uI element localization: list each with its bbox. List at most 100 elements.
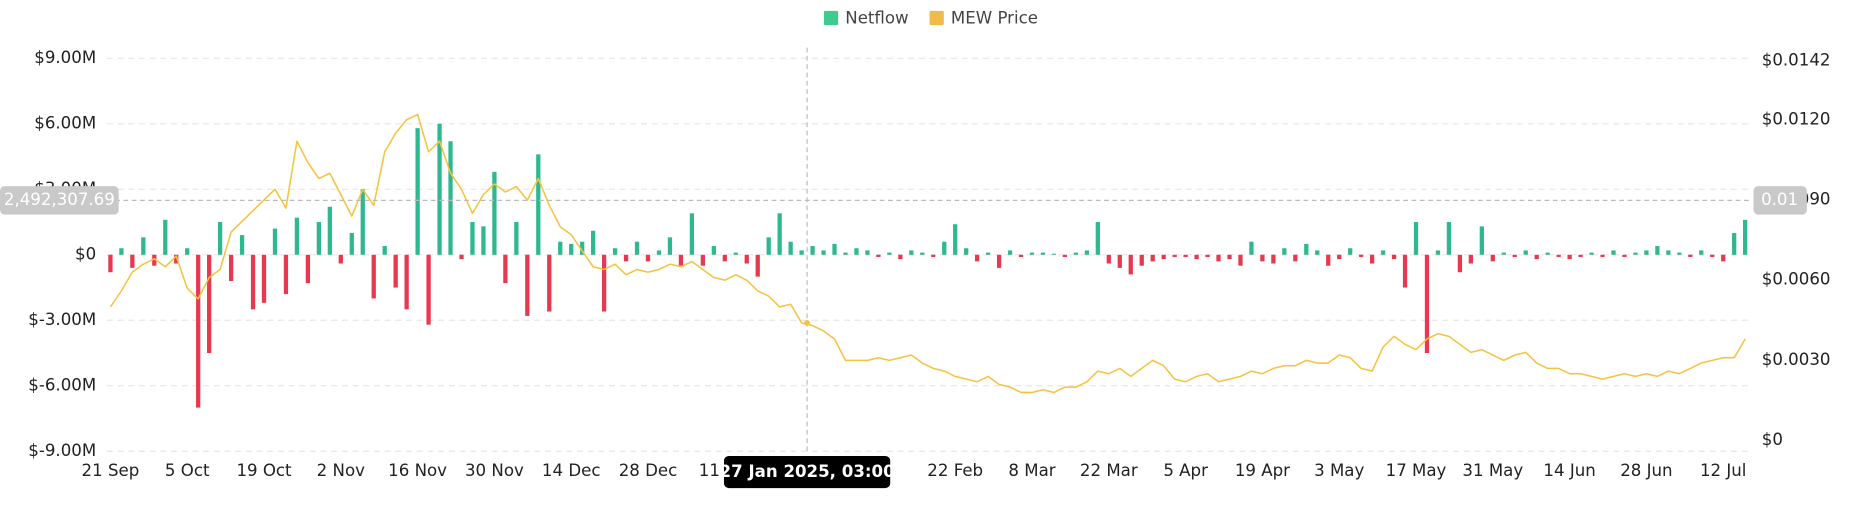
bar bbox=[1161, 254, 1166, 260]
bar bbox=[558, 241, 563, 255]
bar bbox=[1369, 254, 1375, 264]
bar bbox=[250, 254, 256, 310]
bar bbox=[1501, 252, 1506, 255]
crosshair-x-label: 27 Jan 2025, 03:00 bbox=[720, 462, 895, 481]
bar bbox=[426, 254, 431, 325]
bar bbox=[799, 250, 804, 255]
bar bbox=[217, 222, 223, 255]
bar bbox=[733, 252, 738, 255]
bar bbox=[1534, 254, 1539, 260]
bar bbox=[942, 241, 947, 255]
bar bbox=[876, 254, 881, 257]
legend-swatch bbox=[823, 10, 839, 26]
x-tick-label: 5 Apr bbox=[1163, 461, 1208, 480]
x-tick-label: 31 May bbox=[1462, 461, 1523, 480]
crosshair-y2-box bbox=[1753, 186, 1807, 215]
bar bbox=[547, 254, 552, 312]
y2-tick-label: $0.0060 bbox=[1762, 270, 1831, 289]
bar bbox=[119, 248, 124, 255]
bar bbox=[854, 248, 859, 255]
bar bbox=[1611, 250, 1616, 255]
bar bbox=[755, 254, 760, 277]
y-tick-label: $6.00M bbox=[34, 113, 96, 132]
bar bbox=[953, 224, 958, 255]
legend-label: MEW Price bbox=[951, 9, 1038, 28]
x-tick-label: 8 Mar bbox=[1008, 461, 1055, 480]
bar bbox=[985, 252, 991, 255]
x-tick-label: 5 Oct bbox=[165, 461, 210, 480]
bar bbox=[569, 243, 574, 255]
bar bbox=[1128, 254, 1133, 275]
bar bbox=[470, 222, 475, 255]
bar bbox=[601, 254, 607, 312]
bar bbox=[810, 246, 815, 255]
bar bbox=[1172, 254, 1177, 257]
price-line bbox=[109, 113, 1746, 394]
bar bbox=[349, 232, 354, 255]
bar bbox=[404, 254, 409, 310]
bar bbox=[305, 254, 311, 284]
bar bbox=[1413, 222, 1419, 255]
bar bbox=[1007, 250, 1013, 255]
bar bbox=[459, 254, 464, 260]
bar bbox=[1732, 232, 1737, 255]
legend-label: Netflow bbox=[845, 9, 908, 28]
bar bbox=[448, 141, 453, 255]
bar bbox=[327, 206, 332, 255]
bar bbox=[492, 171, 497, 255]
bar bbox=[1710, 254, 1715, 257]
bar bbox=[393, 254, 398, 288]
x-tick-label: 22 Mar bbox=[1080, 461, 1138, 480]
bar bbox=[689, 213, 695, 255]
bar bbox=[371, 254, 376, 299]
bar bbox=[1249, 241, 1254, 255]
bar bbox=[766, 237, 771, 255]
bar bbox=[777, 213, 782, 255]
bar bbox=[964, 248, 969, 255]
bar bbox=[1139, 254, 1144, 266]
x-tick-label: 28 Jun bbox=[1620, 461, 1672, 480]
bar bbox=[1029, 252, 1035, 255]
bar bbox=[283, 254, 289, 295]
bar bbox=[1435, 250, 1441, 255]
bar bbox=[525, 254, 530, 316]
bar bbox=[591, 230, 596, 255]
y2-tick-label: $0.0120 bbox=[1762, 109, 1831, 128]
bar bbox=[1380, 250, 1386, 255]
bar bbox=[536, 154, 541, 255]
bar bbox=[228, 254, 234, 281]
x-tick-label: 2 Nov bbox=[317, 461, 365, 480]
bar bbox=[360, 189, 365, 255]
y-tick-label: $-9.00M bbox=[28, 441, 96, 460]
bar bbox=[415, 128, 420, 255]
bar bbox=[239, 235, 245, 255]
x-tick-label: 16 Nov bbox=[388, 461, 447, 480]
bar bbox=[1337, 254, 1342, 260]
bar bbox=[1743, 219, 1748, 255]
bar bbox=[338, 254, 343, 264]
bar bbox=[1699, 250, 1704, 255]
bar bbox=[272, 228, 278, 255]
bar bbox=[514, 222, 519, 255]
bar bbox=[261, 254, 267, 303]
bar bbox=[1260, 254, 1265, 262]
bar bbox=[1150, 254, 1155, 262]
bar bbox=[1238, 254, 1243, 266]
bar bbox=[996, 254, 1002, 268]
bar bbox=[645, 254, 651, 262]
x-tick-label: 22 Feb bbox=[927, 461, 983, 480]
bar bbox=[1062, 254, 1068, 257]
x-tick-label: 17 May bbox=[1386, 461, 1447, 480]
bar bbox=[130, 254, 135, 268]
bar bbox=[1117, 254, 1122, 268]
bar bbox=[1402, 254, 1408, 288]
bar bbox=[843, 252, 848, 255]
bar bbox=[865, 250, 870, 255]
bar bbox=[722, 254, 727, 262]
bar bbox=[1084, 250, 1090, 255]
bar bbox=[1315, 250, 1320, 255]
bar bbox=[1644, 250, 1649, 255]
bar bbox=[1556, 254, 1561, 257]
